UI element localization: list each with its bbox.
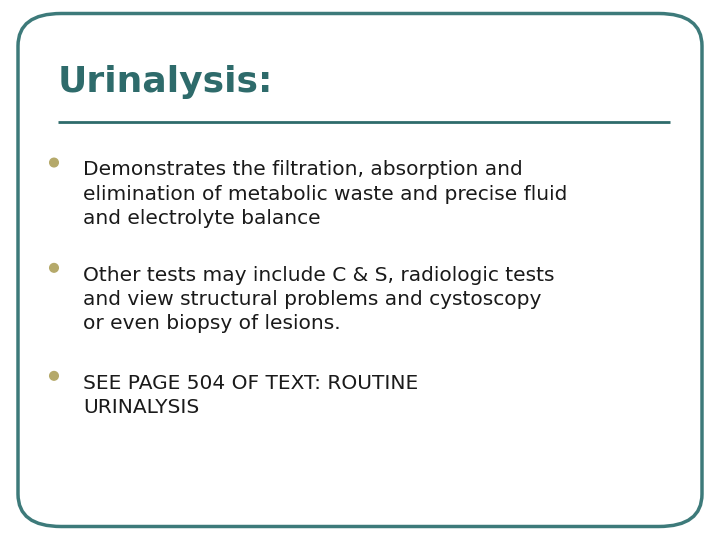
Ellipse shape [50,158,58,167]
Text: SEE PAGE 504 OF TEXT: ROUTINE
URINALYSIS: SEE PAGE 504 OF TEXT: ROUTINE URINALYSIS [83,374,418,417]
Text: Demonstrates the filtration, absorption and
elimination of metabolic waste and p: Demonstrates the filtration, absorption … [83,160,567,228]
Ellipse shape [50,264,58,272]
Text: Other tests may include C & S, radiologic tests
and view structural problems and: Other tests may include C & S, radiologi… [83,266,554,333]
FancyBboxPatch shape [18,14,702,526]
Ellipse shape [50,372,58,380]
Text: Urinalysis:: Urinalysis: [58,65,273,99]
